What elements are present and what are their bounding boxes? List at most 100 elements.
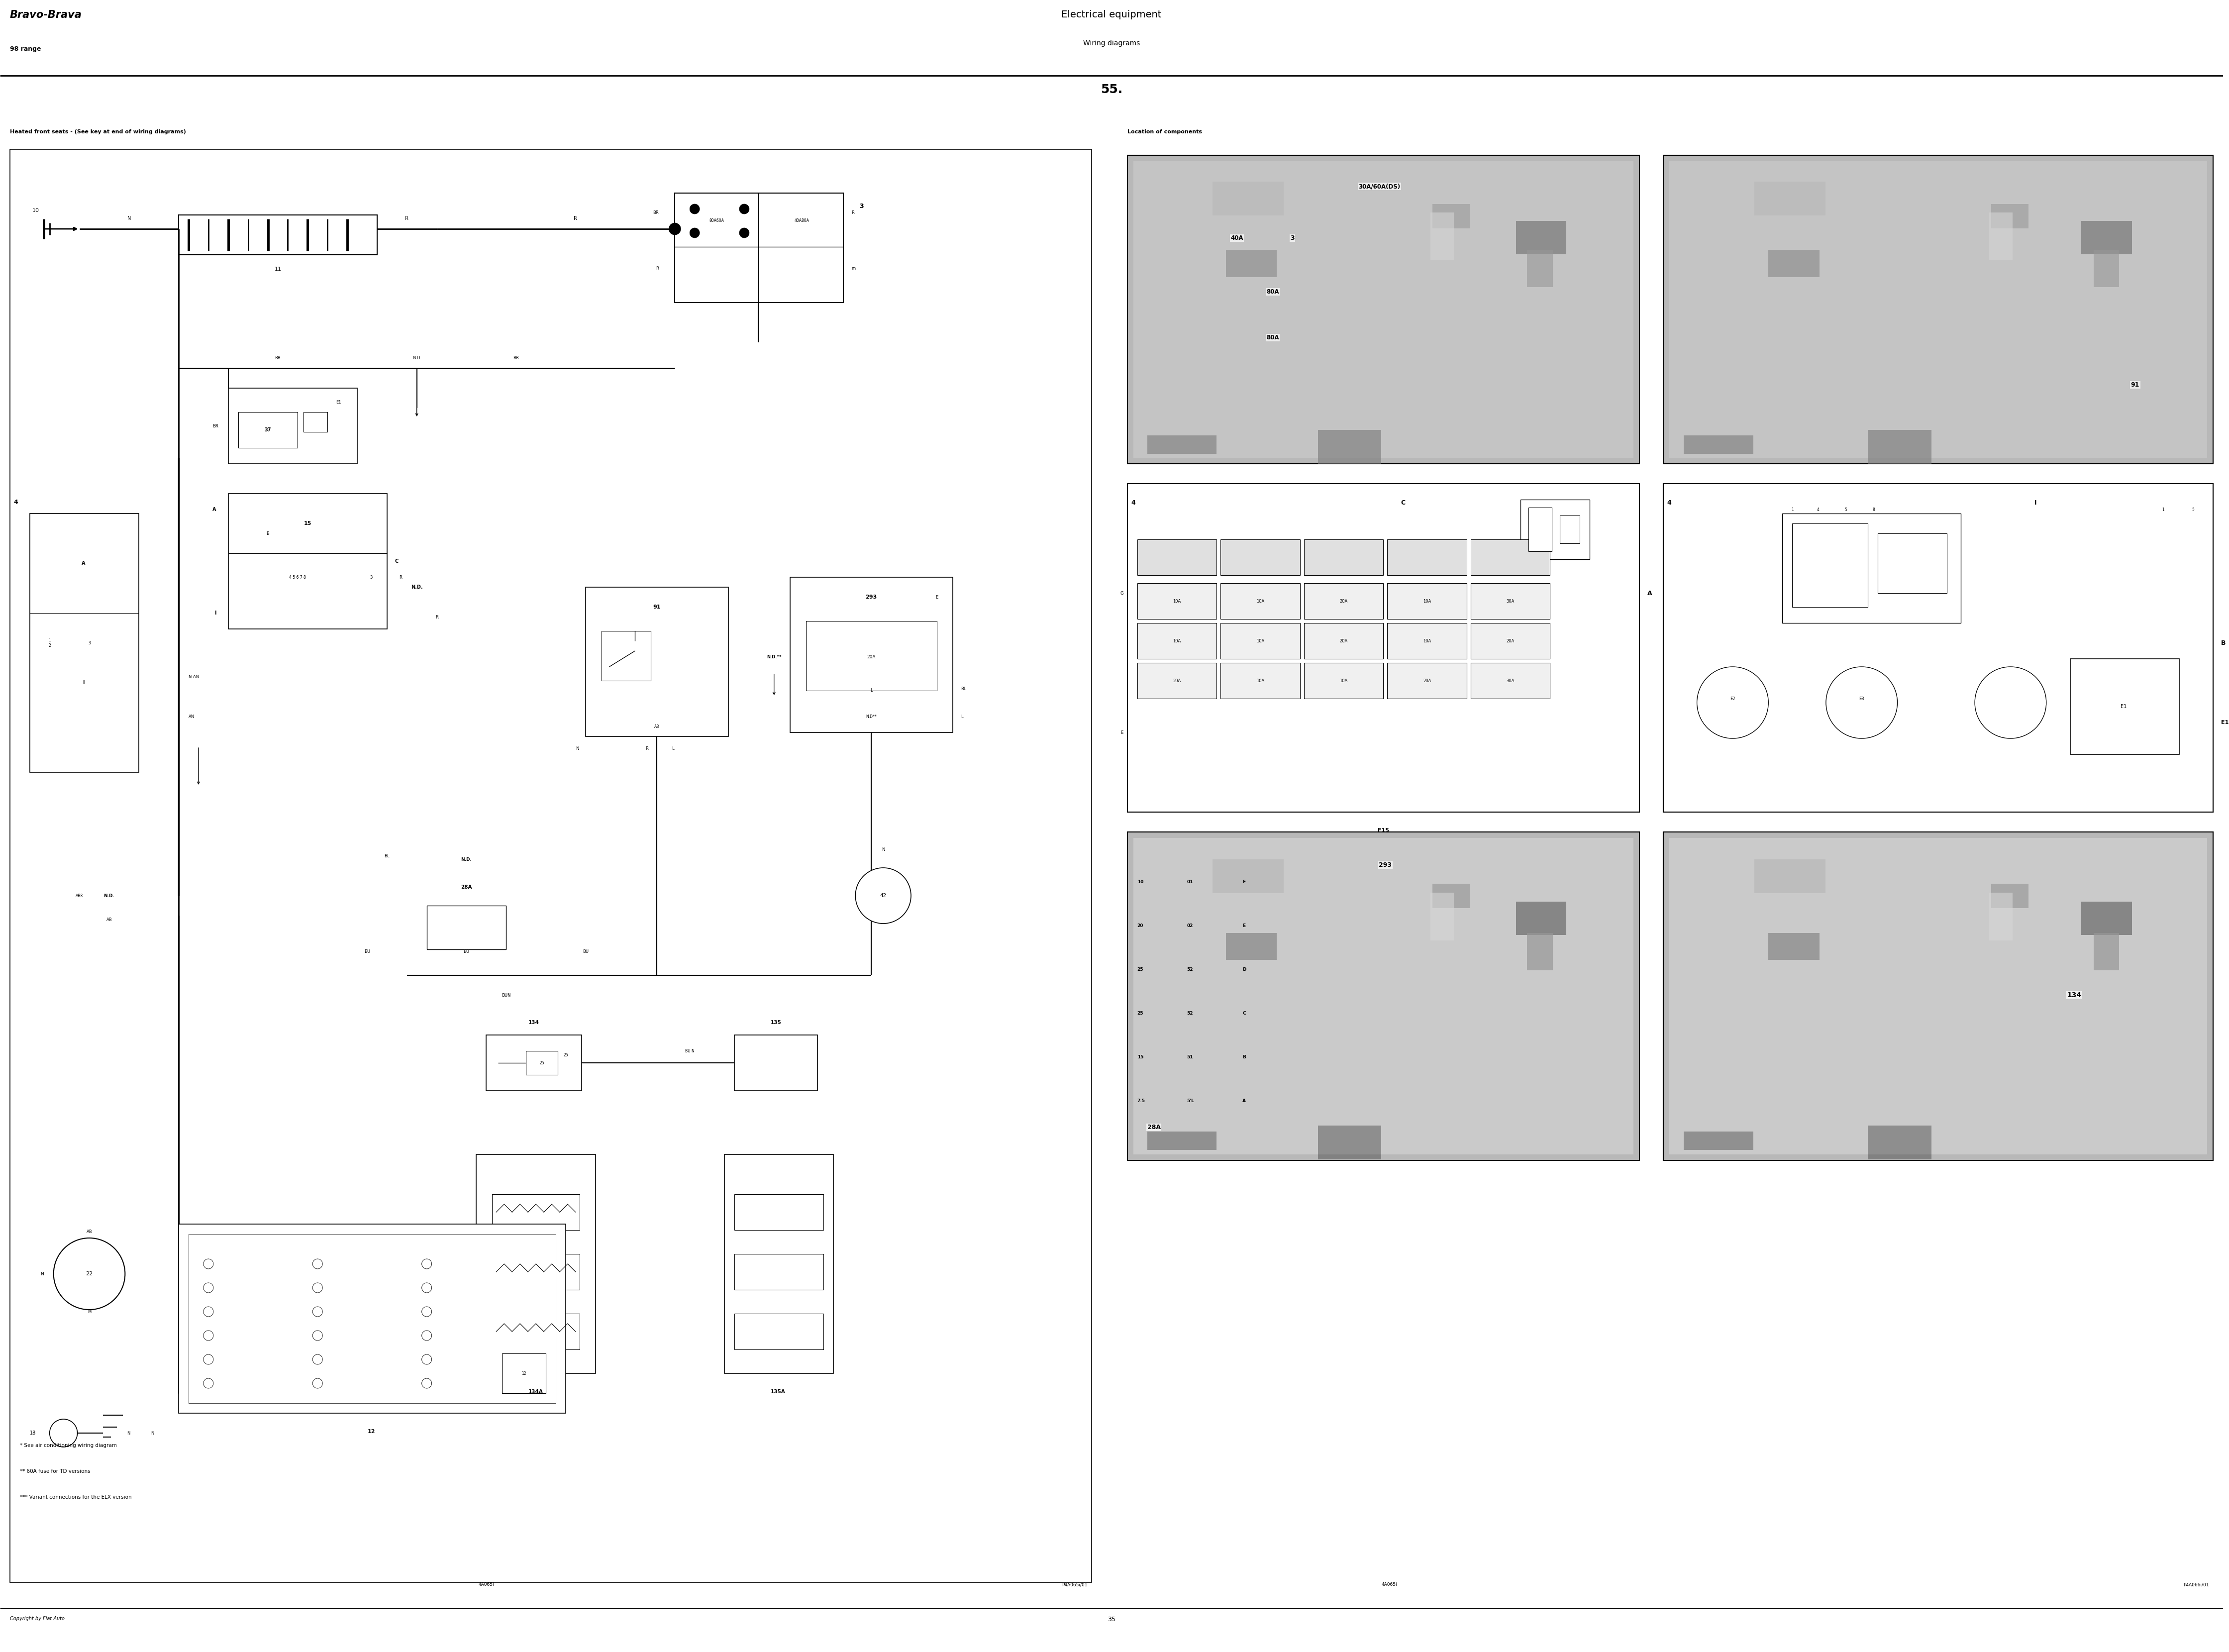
Circle shape bbox=[203, 1307, 214, 1317]
Text: P4A066i/01: P4A066i/01 bbox=[2184, 1583, 2209, 1588]
Text: 10A: 10A bbox=[1257, 639, 1264, 643]
Circle shape bbox=[669, 223, 680, 235]
Bar bbox=[1213, 859, 1284, 894]
Bar bbox=[733, 1194, 825, 1231]
Text: 11: 11 bbox=[274, 266, 281, 271]
Text: I: I bbox=[2035, 499, 2037, 506]
Circle shape bbox=[49, 1419, 78, 1447]
Bar bbox=[2082, 902, 2131, 935]
Text: ** 60A fuse for TD versions: ** 60A fuse for TD versions bbox=[20, 1469, 91, 1474]
Bar bbox=[1433, 205, 1469, 228]
Text: R: R bbox=[655, 266, 660, 271]
Bar bbox=[1990, 884, 2028, 909]
Text: BR: BR bbox=[212, 423, 218, 428]
Text: E: E bbox=[936, 595, 938, 600]
Text: Copyright by Fiat Auto: Copyright by Fiat Auto bbox=[9, 1616, 65, 1621]
Text: 20A: 20A bbox=[1340, 639, 1349, 643]
Text: E1: E1 bbox=[2120, 704, 2126, 709]
Text: 91: 91 bbox=[653, 605, 660, 610]
Text: N.D**: N.D** bbox=[865, 714, 876, 719]
Text: N: N bbox=[152, 1431, 154, 1436]
Text: AB: AB bbox=[87, 1229, 91, 1234]
Bar bbox=[1754, 182, 1826, 215]
Bar bbox=[1754, 859, 1826, 894]
Bar bbox=[178, 1224, 566, 1412]
Text: F: F bbox=[1242, 879, 1246, 884]
Text: BU N: BU N bbox=[684, 1049, 695, 1054]
Text: E2: E2 bbox=[1730, 697, 1736, 700]
Bar bbox=[1877, 534, 1946, 593]
Text: Location of components: Location of components bbox=[1128, 129, 1201, 134]
Bar bbox=[1431, 545, 1453, 593]
Bar bbox=[602, 631, 651, 681]
Bar bbox=[1868, 778, 1930, 811]
Text: * See air conditioning wiring diagram: * See air conditioning wiring diagram bbox=[20, 1442, 116, 1449]
Bar bbox=[1213, 182, 1284, 215]
Bar bbox=[2093, 933, 2120, 970]
Text: 4 5 6 7 8: 4 5 6 7 8 bbox=[290, 575, 305, 580]
Text: C: C bbox=[395, 558, 399, 563]
Bar bbox=[502, 1353, 546, 1393]
Text: 91: 91 bbox=[2131, 382, 2140, 388]
Bar bbox=[1670, 838, 2207, 1155]
Bar bbox=[1132, 838, 1634, 1155]
Circle shape bbox=[312, 1355, 323, 1365]
Bar bbox=[1516, 553, 1567, 586]
Text: 98 range: 98 range bbox=[9, 46, 40, 53]
Bar bbox=[227, 388, 357, 464]
Text: BU: BU bbox=[363, 950, 370, 953]
Bar bbox=[1386, 583, 1467, 620]
Text: 80A60A: 80A60A bbox=[709, 218, 724, 223]
Bar bbox=[1221, 583, 1300, 620]
Text: 20A: 20A bbox=[1422, 679, 1431, 682]
Text: 40A: 40A bbox=[1230, 235, 1244, 241]
Bar bbox=[493, 1194, 580, 1231]
Text: 10A: 10A bbox=[1257, 600, 1264, 603]
Bar bbox=[1317, 1125, 1382, 1160]
Text: R: R bbox=[399, 575, 401, 580]
Bar bbox=[1137, 662, 1217, 699]
Text: A: A bbox=[1647, 590, 1652, 596]
Text: N.D.: N.D. bbox=[461, 857, 473, 862]
Bar bbox=[1148, 1132, 1217, 1150]
Text: AB: AB bbox=[107, 917, 111, 922]
Bar bbox=[1471, 662, 1549, 699]
Text: L: L bbox=[671, 747, 673, 752]
Bar bbox=[1132, 162, 1634, 458]
Bar bbox=[1663, 833, 2213, 1160]
Text: 7.5: 7.5 bbox=[1137, 1099, 1146, 1104]
Bar bbox=[1527, 585, 1554, 621]
Text: 22: 22 bbox=[85, 1272, 94, 1277]
Circle shape bbox=[856, 867, 912, 923]
Circle shape bbox=[1826, 667, 1897, 738]
Bar bbox=[303, 411, 328, 431]
Bar bbox=[1990, 205, 2028, 228]
Bar bbox=[9, 149, 1092, 1583]
Bar bbox=[1516, 902, 1567, 935]
Bar bbox=[1683, 783, 1754, 801]
Text: N AN: N AN bbox=[189, 674, 198, 679]
Text: 15: 15 bbox=[1137, 1054, 1143, 1059]
Bar bbox=[733, 1254, 825, 1290]
Bar bbox=[1663, 155, 2213, 464]
Circle shape bbox=[421, 1355, 432, 1365]
Bar bbox=[1670, 162, 2207, 458]
Bar bbox=[1317, 1125, 1382, 1160]
Text: N.D.: N.D. bbox=[412, 355, 421, 360]
Bar bbox=[2071, 659, 2180, 755]
Text: Electrical equipment: Electrical equipment bbox=[1061, 10, 1161, 20]
Text: 10A: 10A bbox=[1340, 679, 1349, 682]
Text: A: A bbox=[1242, 1099, 1246, 1104]
Text: R: R bbox=[573, 216, 577, 221]
Text: R: R bbox=[851, 211, 854, 215]
Text: 30A/60A(DS): 30A/60A(DS) bbox=[1357, 183, 1400, 190]
Text: 52: 52 bbox=[1186, 1011, 1193, 1016]
Bar bbox=[1386, 662, 1467, 699]
Text: BU: BU bbox=[464, 950, 470, 953]
Bar bbox=[2082, 902, 2131, 935]
Text: 35: 35 bbox=[1108, 1616, 1114, 1622]
Text: AB8: AB8 bbox=[76, 894, 82, 899]
Bar bbox=[733, 1036, 818, 1090]
Bar bbox=[1516, 221, 1567, 254]
Text: 5: 5 bbox=[1846, 507, 1848, 512]
